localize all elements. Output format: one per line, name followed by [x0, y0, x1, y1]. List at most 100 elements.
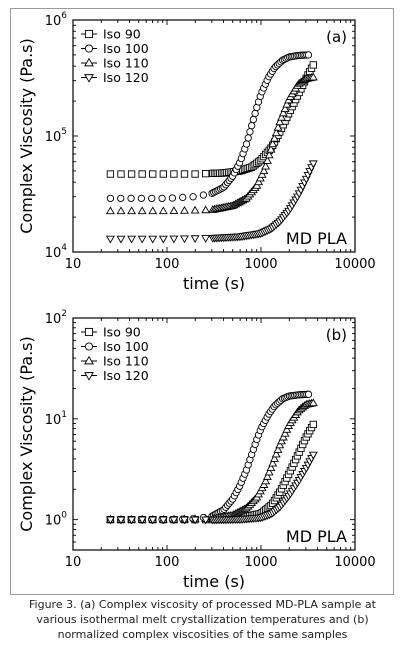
- y-tick-label: 101: [45, 410, 67, 428]
- legend-label: Iso 90: [103, 325, 141, 340]
- data-point: [251, 109, 259, 118]
- data-point: [148, 206, 158, 215]
- data-point: [277, 436, 286, 445]
- chart-panel-a: 10 100 1000 10000 104 105 106 time (s) Complex V…: [17, 11, 376, 293]
- x-tick-label: 10000: [334, 257, 375, 272]
- data-point: [168, 194, 177, 202]
- data-point: [252, 181, 262, 189]
- data-point: [266, 144, 276, 153]
- data-point: [268, 139, 278, 148]
- data-point: [191, 170, 199, 178]
- series-iso-100: [106, 51, 313, 203]
- data-point: [148, 235, 158, 244]
- data-point: [249, 115, 258, 124]
- legend-label: Iso 120: [103, 70, 149, 85]
- data-point: [138, 170, 146, 178]
- data-point: [304, 51, 313, 59]
- chart-panel-b: 10 100 1000 10000 100 101 102 time (s) Complex V…: [17, 309, 376, 591]
- data-point: [264, 150, 274, 159]
- x-tick-label: 100: [155, 555, 180, 570]
- legend-marker: [84, 342, 94, 351]
- data-point: [189, 193, 197, 201]
- legend-marker: [84, 29, 94, 39]
- data-point: [159, 170, 167, 178]
- x-tick-label: 100: [155, 257, 180, 272]
- data-point: [106, 170, 115, 178]
- data-layer: [105, 51, 318, 244]
- data-point: [257, 169, 267, 178]
- caption-line-1: Figure 3. (a) Complex viscosity of proce…: [29, 598, 376, 611]
- data-point: [137, 516, 147, 525]
- data-point: [261, 161, 271, 170]
- data-point: [117, 194, 125, 203]
- figure-caption: Figure 3. (a) Complex viscosity of proce…: [0, 597, 405, 642]
- series-iso-120: [105, 160, 318, 244]
- data-point: [127, 235, 137, 244]
- data-point: [254, 177, 264, 186]
- data-layer: [105, 390, 318, 525]
- data-point: [308, 72, 318, 81]
- data-point: [308, 398, 318, 407]
- legend-label: Iso 110: [103, 56, 149, 71]
- data-point: [170, 170, 178, 178]
- data-point: [266, 463, 276, 471]
- data-point: [106, 194, 115, 203]
- data-point: [137, 206, 147, 215]
- data-point: [242, 140, 251, 148]
- y-tick-label: 105: [45, 127, 67, 145]
- x-tick-label: 1000: [244, 257, 277, 272]
- legend-marker: [84, 44, 94, 53]
- data-point: [278, 432, 288, 441]
- legend-marker: [84, 355, 94, 365]
- data-point: [201, 516, 211, 525]
- data-point: [264, 467, 274, 476]
- data-point: [105, 206, 115, 215]
- data-point: [275, 117, 285, 126]
- data-point: [127, 194, 135, 203]
- data-point: [270, 454, 279, 462]
- data-point: [148, 516, 158, 525]
- legend-marker: [84, 57, 94, 67]
- data-point: [127, 206, 137, 215]
- data-point: [282, 425, 292, 433]
- data-point: [308, 451, 318, 460]
- data-point: [179, 193, 187, 202]
- data-point: [273, 122, 283, 131]
- data-point: [244, 134, 252, 142]
- data-point: [280, 104, 290, 112]
- y-axis-label: Complex Viscosity (Pa.s): [17, 38, 36, 233]
- data-point: [190, 235, 200, 244]
- data-point: [280, 428, 290, 437]
- data-point: [275, 440, 285, 449]
- panel-label: (a): [326, 28, 347, 46]
- data-point: [262, 472, 272, 480]
- data-point: [201, 235, 211, 243]
- caption-line-2: various isothermal melt crystallization …: [36, 613, 369, 626]
- y-tick-label: 104: [45, 243, 68, 261]
- y-tick-label: 106: [45, 11, 68, 29]
- data-point: [169, 206, 179, 214]
- x-axis-label: time (s): [183, 274, 245, 293]
- data-point: [268, 458, 278, 467]
- data-point: [308, 160, 318, 169]
- data-point: [148, 194, 156, 203]
- data-point: [116, 516, 126, 525]
- data-point: [169, 516, 179, 525]
- legend-label: Iso 90: [103, 27, 141, 42]
- data-point: [137, 194, 146, 203]
- legend-label: Iso 100: [103, 41, 149, 56]
- data-point: [247, 121, 256, 130]
- data-point: [116, 235, 126, 244]
- data-point: [199, 191, 208, 199]
- sample-label: MD PLA: [286, 229, 347, 248]
- data-point: [127, 516, 137, 525]
- data-point: [273, 445, 283, 453]
- data-point: [158, 516, 168, 525]
- figure-frame: [10, 8, 394, 595]
- data-point: [105, 235, 115, 244]
- data-point: [137, 235, 147, 244]
- data-point: [261, 476, 271, 485]
- x-tick-label: 10: [65, 257, 82, 272]
- y-axis-label: Complex Viscosity (Pa.s): [17, 336, 36, 531]
- caption-line-3: normalized complex viscosities of the sa…: [57, 628, 348, 641]
